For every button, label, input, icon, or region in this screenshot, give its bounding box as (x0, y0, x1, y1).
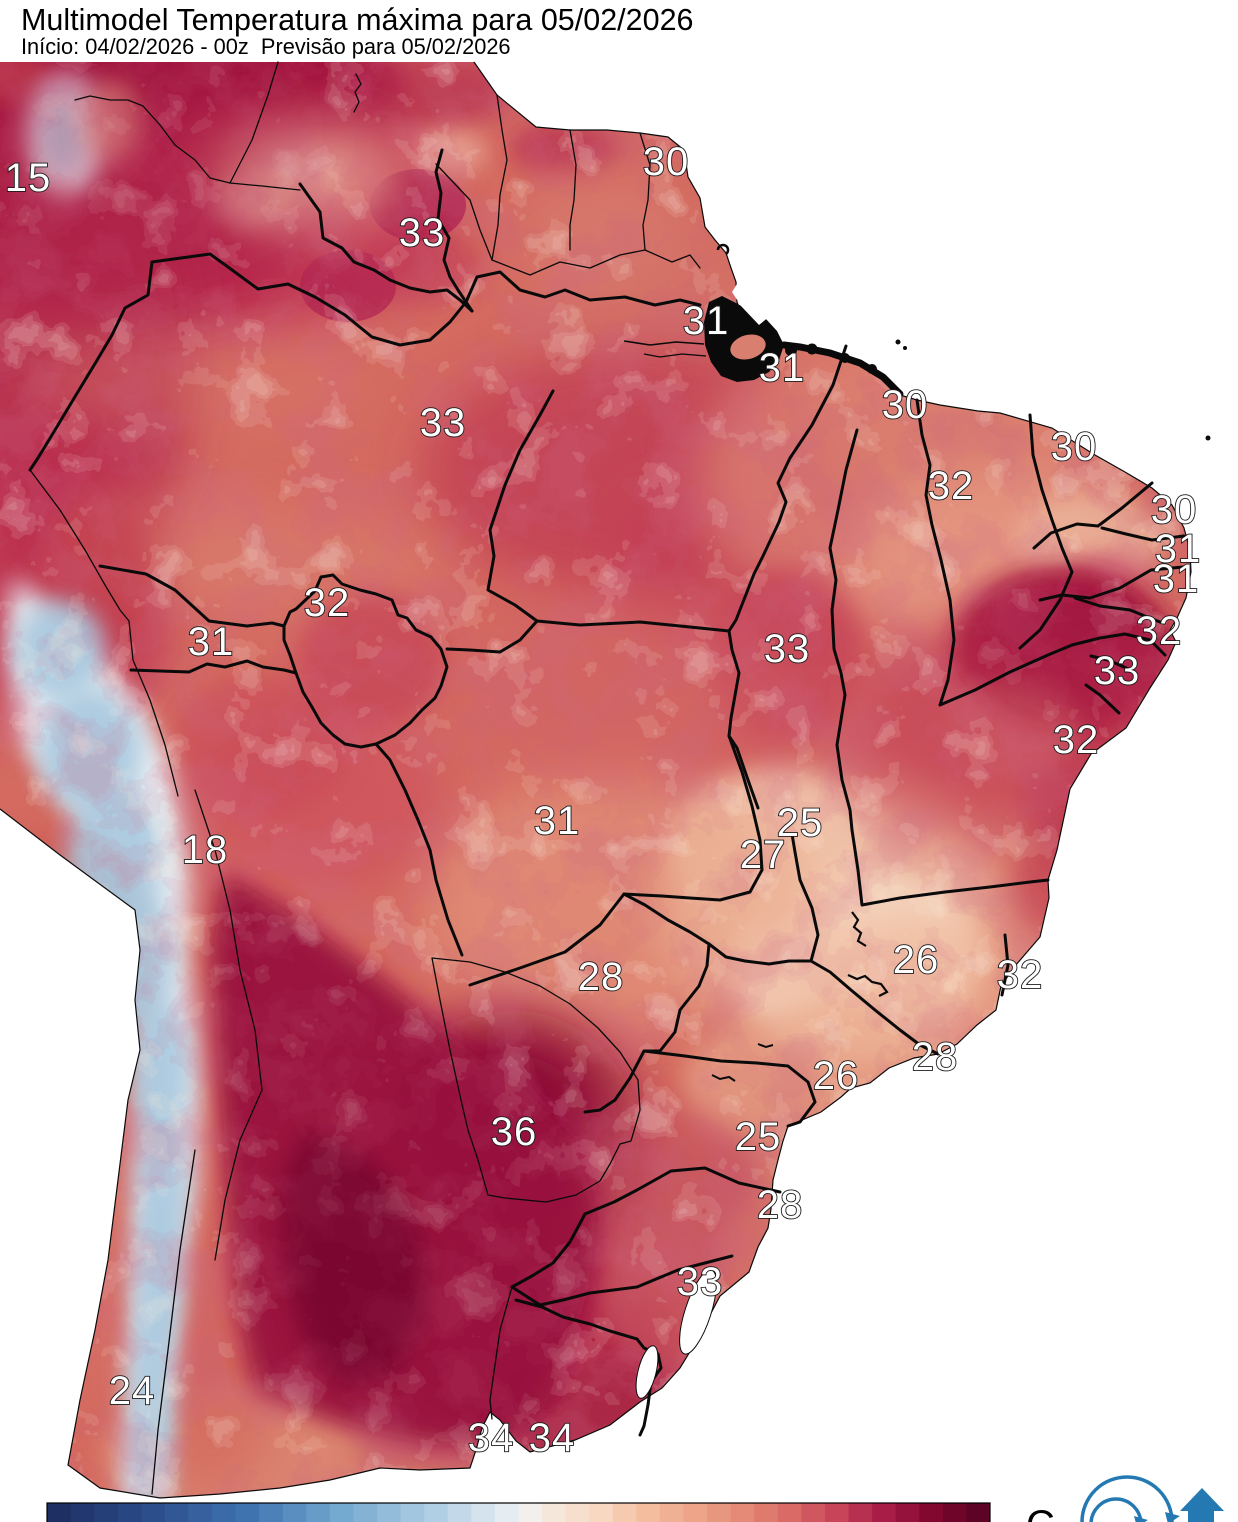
svg-text:25: 25 (777, 801, 824, 845)
svg-text:33: 33 (420, 401, 467, 445)
svg-text:34: 34 (468, 1416, 515, 1460)
svg-text:C: C (1026, 1503, 1055, 1522)
svg-text:31: 31 (534, 799, 581, 843)
svg-text:24: 24 (109, 1369, 156, 1413)
svg-text:32: 32 (1053, 718, 1100, 762)
svg-text:28: 28 (578, 955, 625, 999)
svg-text:31: 31 (1155, 527, 1202, 571)
svg-text:33: 33 (399, 211, 446, 255)
svg-text:34: 34 (529, 1416, 576, 1460)
svg-text:30: 30 (1151, 488, 1198, 532)
svg-text:30: 30 (882, 383, 929, 427)
svg-text:18: 18 (182, 828, 229, 872)
svg-text:33: 33 (1094, 649, 1141, 693)
svg-text:32: 32 (1136, 609, 1183, 653)
svg-text:31: 31 (683, 299, 730, 343)
svg-text:26: 26 (893, 938, 940, 982)
svg-text:26: 26 (813, 1054, 860, 1098)
svg-text:25: 25 (735, 1115, 782, 1159)
svg-text:28: 28 (912, 1035, 959, 1079)
svg-text:15: 15 (5, 156, 52, 200)
svg-text:31: 31 (1153, 557, 1200, 601)
svg-text:Início: 04/02/2026 - 00z Prev: Início: 04/02/2026 - 00z Previsão para 0… (21, 34, 511, 59)
svg-text:33: 33 (677, 1260, 724, 1304)
svg-text:36: 36 (491, 1110, 538, 1154)
svg-text:30: 30 (1051, 425, 1098, 469)
svg-text:32: 32 (304, 581, 351, 625)
svg-text:31: 31 (759, 346, 806, 390)
svg-text:31: 31 (188, 620, 235, 664)
svg-text:30: 30 (643, 140, 690, 184)
svg-text:32: 32 (997, 953, 1044, 997)
svg-text:Multimodel Temperatura máxima: Multimodel Temperatura máxima para 05/02… (21, 3, 694, 37)
svg-text:28: 28 (757, 1183, 804, 1227)
svg-text:32: 32 (928, 464, 975, 508)
svg-text:27: 27 (740, 833, 787, 877)
svg-text:33: 33 (764, 627, 811, 671)
